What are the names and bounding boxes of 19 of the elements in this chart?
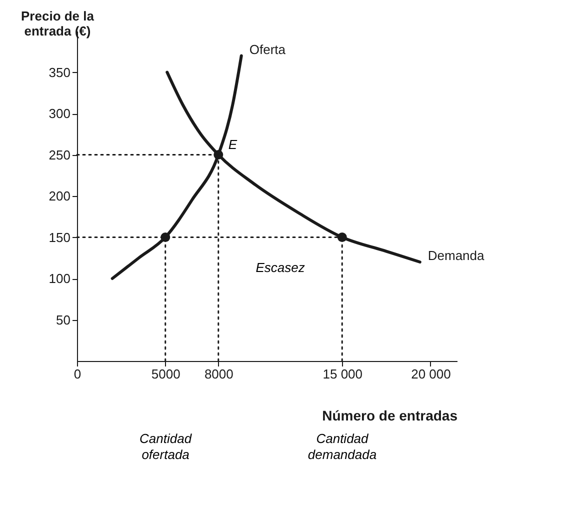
text: Cantidad ofertada [140, 431, 192, 462]
y-tick-label: 150 [48, 230, 70, 245]
x-axis-title: Número de entradas [322, 408, 458, 424]
x-tick-label: 8000 [204, 366, 234, 382]
text: Cantidad demandada [308, 431, 377, 462]
series-label: Oferta [249, 42, 286, 57]
x-tick-label: 15 000 [322, 366, 362, 382]
y-tick-label: 100 [48, 271, 70, 286]
annotation: E [228, 136, 238, 152]
series-label: Demanda [428, 248, 486, 263]
y-tick-label: 50 [56, 312, 70, 328]
annotation: Escasez [256, 260, 306, 275]
x-tick-label: 20 000 [411, 366, 451, 382]
x-tick-label: 0 [74, 366, 82, 382]
y-tick-label: 350 [48, 64, 70, 80]
y-tick-label: 250 [48, 147, 70, 162]
y-tick-label: 200 [48, 188, 70, 204]
y-tick-label: 300 [48, 106, 70, 121]
x-tick-label: 5000 [151, 366, 180, 382]
